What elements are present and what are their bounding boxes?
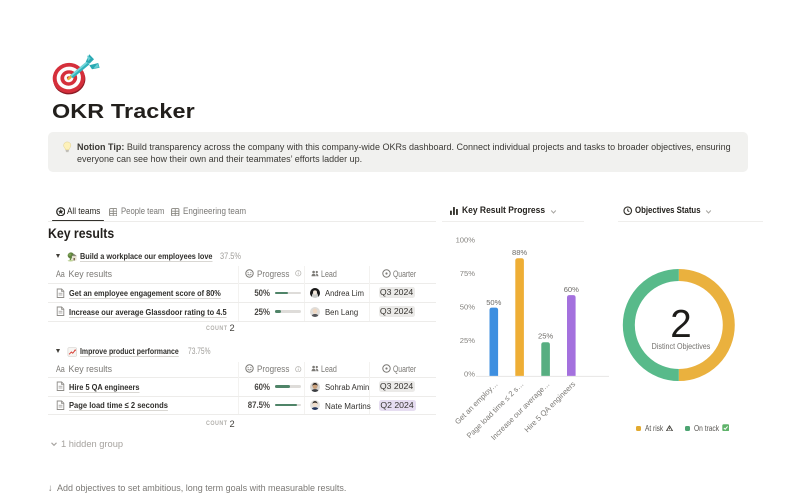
svg-text:Hire 5 QA engineers: Hire 5 QA engineers: [522, 379, 577, 434]
svg-text:50%: 50%: [460, 303, 475, 312]
svg-text:100%: 100%: [456, 236, 476, 245]
svg-text:25%: 25%: [538, 332, 553, 341]
svg-text:88%: 88%: [512, 248, 527, 257]
svg-text:Get an employ…: Get an employ…: [453, 380, 500, 427]
svg-text:60%: 60%: [564, 285, 579, 294]
svg-text:50%: 50%: [486, 298, 501, 307]
svg-text:75%: 75%: [460, 269, 475, 278]
svg-text:0%: 0%: [464, 370, 475, 379]
svg-text:25%: 25%: [460, 336, 475, 345]
